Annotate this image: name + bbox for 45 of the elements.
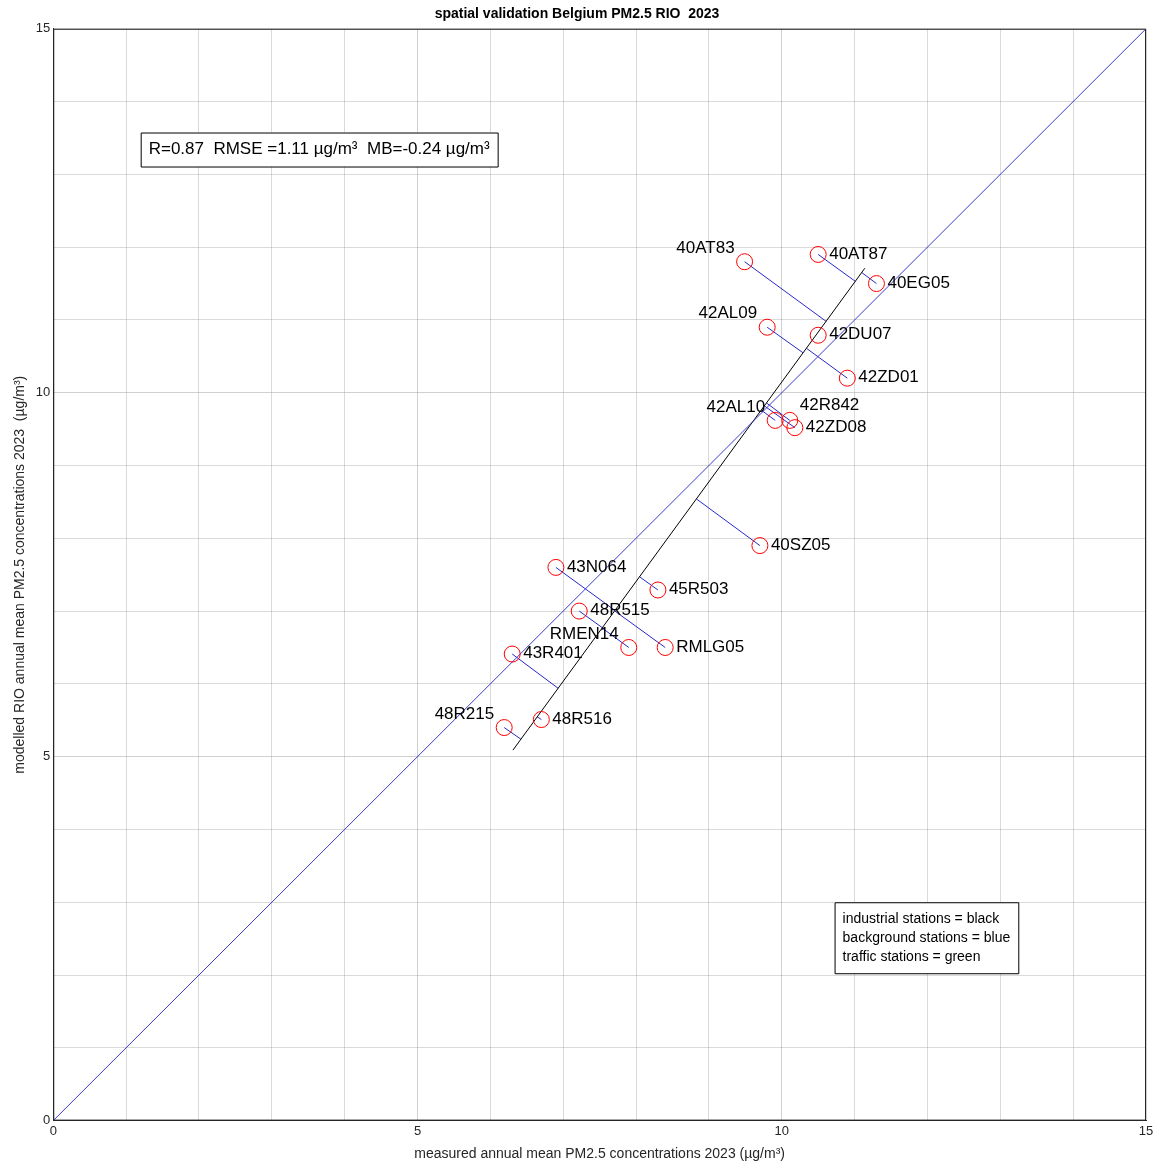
- annotation: 42DU07: [829, 324, 892, 344]
- annotation: 48R516: [552, 708, 612, 728]
- x-axis-title: measured annual mean PM2.5 concentrations 2023 (µg/m³): [414, 1145, 785, 1162]
- annotation: 42ZD08: [805, 416, 867, 436]
- point: [570, 602, 588, 620]
- y-tick-label: 15: [35, 20, 51, 36]
- point: [649, 581, 667, 599]
- y-tick-label: 10: [35, 384, 51, 400]
- point: [781, 411, 799, 429]
- annotation: 40SZ05: [770, 534, 831, 554]
- annotation: 45R503: [668, 579, 729, 599]
- point: [503, 645, 521, 663]
- point: [620, 638, 638, 656]
- point: [656, 638, 674, 656]
- annotation: 42AL09: [698, 303, 758, 323]
- annotation: 43R401: [523, 643, 583, 663]
- point: [751, 537, 769, 555]
- annotation: RMLG05: [676, 636, 745, 656]
- annotation: R=0.87 RMSE =1.11 µg/m³ MB=-0.24 µg/m³: [148, 139, 491, 159]
- x-tick-label: 10: [774, 1122, 789, 1138]
- annotation: 40AT83: [676, 237, 735, 257]
- point: [758, 318, 776, 336]
- point: [867, 275, 885, 293]
- y-tick-label: 5: [43, 748, 51, 764]
- x-tick-label: 5: [413, 1122, 422, 1138]
- point: [838, 369, 856, 387]
- annotation: industrial stations = black background stations = blue traffic stations = green: [842, 909, 1011, 964]
- x-tick-label: 15: [1138, 1122, 1154, 1138]
- y-axis-title: modelled RIO annual mean PM2.5 concentrations 2023 (µg/m³): [11, 375, 28, 774]
- point: [786, 419, 804, 437]
- y-tick-label: 0: [43, 1112, 51, 1128]
- annotation: 42R842: [799, 394, 860, 414]
- chart-title: spatial validation Belgium PM2.5 RIO 2023: [434, 5, 720, 22]
- point: [809, 326, 827, 344]
- annotation: 42ZD01: [858, 367, 919, 387]
- point: [547, 558, 565, 576]
- point: [532, 711, 550, 729]
- annotation: 42AL10: [706, 396, 766, 416]
- annotation: 40EG05: [887, 272, 950, 292]
- point: [736, 253, 754, 271]
- point: [766, 411, 784, 429]
- annotation: 40AT87: [829, 243, 888, 263]
- annotation: 43N064: [566, 556, 627, 576]
- point: [495, 719, 513, 737]
- point: [809, 245, 827, 263]
